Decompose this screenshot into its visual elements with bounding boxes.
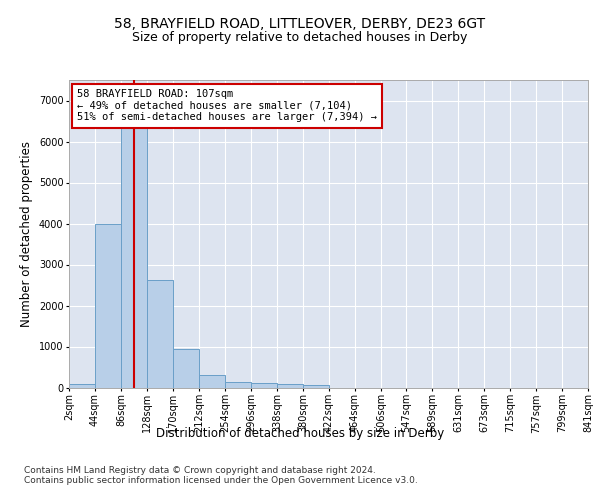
Bar [173, 348, 199, 388]
Bar [251, 383, 277, 388]
Bar [303, 384, 329, 388]
Bar [121, 118, 147, 388]
Bar [95, 224, 121, 388]
Text: 58 BRAYFIELD ROAD: 107sqm
← 49% of detached houses are smaller (7,104)
51% of se: 58 BRAYFIELD ROAD: 107sqm ← 49% of detac… [77, 89, 377, 122]
Text: 58, BRAYFIELD ROAD, LITTLEOVER, DERBY, DE23 6GT: 58, BRAYFIELD ROAD, LITTLEOVER, DERBY, D… [115, 18, 485, 32]
Text: Size of property relative to detached houses in Derby: Size of property relative to detached ho… [133, 32, 467, 44]
Bar [199, 375, 225, 388]
Text: Contains HM Land Registry data © Crown copyright and database right 2024.
Contai: Contains HM Land Registry data © Crown c… [24, 466, 418, 485]
Bar [277, 384, 302, 388]
Bar [225, 382, 251, 388]
Y-axis label: Number of detached properties: Number of detached properties [20, 141, 33, 327]
Bar [147, 280, 173, 388]
Text: Distribution of detached houses by size in Derby: Distribution of detached houses by size … [156, 428, 444, 440]
Bar [69, 384, 95, 388]
